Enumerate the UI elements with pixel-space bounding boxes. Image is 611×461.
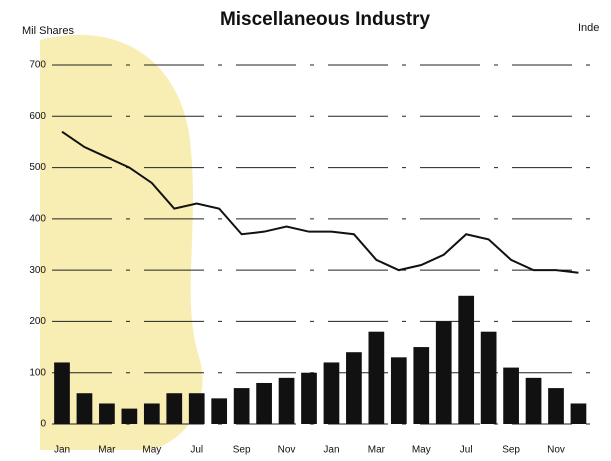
volume-bar xyxy=(570,403,587,424)
watermark xyxy=(40,34,203,450)
volume-bar xyxy=(301,372,317,424)
volume-bar xyxy=(278,377,295,424)
y-tick-label: 0 xyxy=(40,419,46,430)
y-tick-label: 400 xyxy=(29,213,46,224)
x-tick-label: Nov xyxy=(278,445,296,456)
volume-bar xyxy=(143,403,160,424)
volume-bar xyxy=(166,393,183,424)
volume-bar xyxy=(188,393,205,424)
volume-bar xyxy=(480,331,497,424)
volume-bar xyxy=(368,331,385,424)
volume-bar xyxy=(390,357,407,424)
chart-title: Miscellaneous Industry xyxy=(220,9,431,30)
index-line xyxy=(61,130,579,274)
x-tick-label: May xyxy=(142,445,161,456)
volume-bar xyxy=(54,362,70,424)
x-tick-label: Jul xyxy=(460,445,473,456)
y-tick-label: 100 xyxy=(29,367,46,378)
x-tick-label: Sep xyxy=(233,445,251,456)
x-tick-label: Jan xyxy=(323,445,339,456)
volume-bar xyxy=(503,367,519,424)
volume-bar xyxy=(256,382,272,424)
y-tick-label: 600 xyxy=(29,111,46,122)
y2-axis-label: Inde xyxy=(578,22,599,34)
volume-bar xyxy=(413,347,430,424)
x-tick-label: Mar xyxy=(98,445,116,456)
y-tick-label: 300 xyxy=(29,265,46,276)
volume-bar xyxy=(548,388,564,424)
volume-bar xyxy=(121,408,138,424)
y-tick-label: 700 xyxy=(29,60,46,71)
x-tick-label: Mar xyxy=(368,445,386,456)
volume-bar xyxy=(346,352,362,424)
x-tick-label: May xyxy=(412,445,431,456)
x-tick-label: Sep xyxy=(502,445,520,456)
x-tick-label: Jan xyxy=(54,445,70,456)
x-tick-label: Jul xyxy=(190,445,203,456)
x-tick-label: Nov xyxy=(547,445,565,456)
volume-bar xyxy=(435,321,452,424)
volume-bar xyxy=(525,377,542,424)
y-axis-label: Mil Shares xyxy=(22,25,74,37)
volume-bar xyxy=(99,403,115,424)
volume-bar xyxy=(323,362,340,424)
volume-bar xyxy=(76,393,93,424)
y-tick-label: 500 xyxy=(29,162,46,173)
volume-bar xyxy=(233,388,250,424)
volume-bar xyxy=(458,295,475,424)
y-tick-label: 200 xyxy=(29,316,46,327)
volume-bar xyxy=(211,398,228,424)
